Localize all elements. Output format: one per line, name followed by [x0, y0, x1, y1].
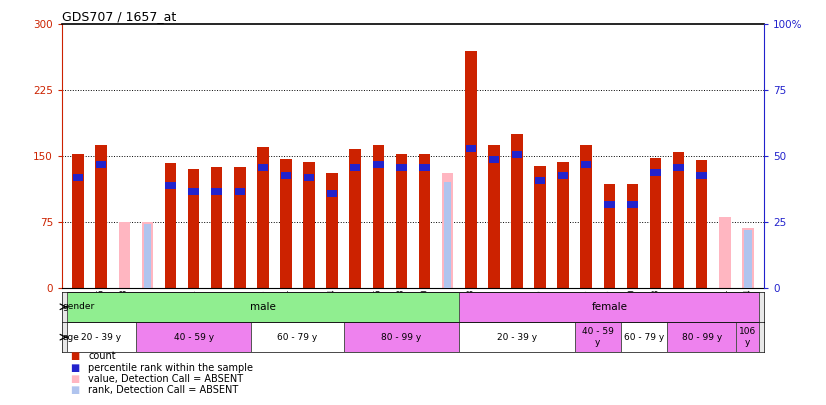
Text: 106
y: 106 y	[739, 328, 757, 347]
Bar	[235, 188, 245, 194]
Bar	[511, 134, 523, 288]
Bar	[673, 151, 685, 288]
Text: percentile rank within the sample: percentile rank within the sample	[88, 363, 254, 373]
Bar	[604, 200, 615, 208]
Bar	[344, 322, 459, 352]
Bar	[534, 166, 546, 288]
Bar	[280, 158, 292, 288]
Text: 80 - 99 y: 80 - 99 y	[681, 333, 722, 342]
Bar	[442, 173, 453, 288]
Bar	[327, 190, 337, 197]
Bar	[673, 164, 684, 171]
Bar	[211, 167, 222, 288]
Text: rank, Detection Call = ABSENT: rank, Detection Call = ABSENT	[88, 386, 239, 395]
Bar	[396, 164, 406, 171]
Text: 80 - 99 y: 80 - 99 y	[382, 333, 421, 342]
Text: ■: ■	[70, 363, 79, 373]
Bar	[459, 292, 759, 322]
Bar	[444, 182, 451, 288]
Text: gender: gender	[62, 302, 94, 311]
Bar	[696, 160, 707, 288]
Bar	[303, 162, 315, 288]
Text: 40 - 59 y: 40 - 59 y	[173, 333, 214, 342]
Text: female: female	[591, 302, 627, 312]
Bar	[373, 145, 384, 288]
Bar	[512, 151, 522, 158]
Bar	[604, 184, 615, 288]
Bar	[459, 322, 575, 352]
Bar	[96, 145, 107, 288]
Bar	[627, 184, 638, 288]
Bar	[234, 167, 245, 288]
Bar	[558, 162, 569, 288]
Bar	[141, 222, 153, 288]
Bar	[119, 222, 130, 288]
Bar	[326, 173, 338, 288]
Bar	[67, 292, 459, 322]
Bar	[251, 322, 344, 352]
Text: ■: ■	[70, 374, 79, 384]
Text: 60 - 79 y: 60 - 79 y	[278, 333, 318, 342]
Bar	[742, 228, 753, 288]
Bar	[621, 322, 667, 352]
Bar	[164, 163, 176, 288]
Text: male: male	[250, 302, 276, 312]
Text: age: age	[62, 333, 79, 342]
Text: ■: ■	[70, 352, 79, 361]
Text: 20 - 39 y: 20 - 39 y	[497, 333, 537, 342]
Bar	[396, 154, 407, 288]
Text: value, Detection Call = ABSENT: value, Detection Call = ABSENT	[88, 374, 244, 384]
Bar	[736, 322, 759, 352]
Bar	[350, 164, 360, 171]
Bar	[144, 224, 151, 288]
Bar	[420, 164, 430, 171]
Bar	[281, 172, 292, 179]
Bar	[581, 145, 592, 288]
Bar	[465, 51, 477, 288]
Bar	[373, 161, 383, 168]
Bar	[188, 169, 199, 288]
Bar	[188, 188, 199, 194]
Bar	[558, 172, 568, 179]
Bar	[667, 322, 736, 352]
Bar	[211, 188, 222, 194]
Bar	[165, 182, 176, 189]
Bar	[349, 149, 361, 288]
Bar	[135, 322, 251, 352]
Bar	[96, 161, 107, 168]
Bar	[67, 322, 135, 352]
Bar	[627, 200, 638, 208]
Bar	[304, 174, 314, 181]
Bar	[73, 154, 84, 288]
Text: 60 - 79 y: 60 - 79 y	[624, 333, 664, 342]
Bar	[466, 145, 476, 152]
Text: count: count	[88, 352, 116, 361]
Bar	[650, 158, 662, 288]
Bar	[744, 230, 752, 288]
Bar	[73, 174, 83, 181]
Bar	[257, 147, 268, 288]
Text: GDS707 / 1657_at: GDS707 / 1657_at	[62, 10, 176, 23]
Text: 20 - 39 y: 20 - 39 y	[81, 333, 121, 342]
Bar	[696, 172, 707, 179]
Bar	[489, 156, 499, 163]
Bar	[575, 322, 621, 352]
Bar	[258, 164, 268, 171]
Text: ■: ■	[70, 386, 79, 395]
Bar	[581, 161, 591, 168]
Bar	[534, 177, 545, 184]
Bar	[488, 145, 500, 288]
Bar	[719, 217, 730, 288]
Text: 40 - 59
y: 40 - 59 y	[582, 328, 614, 347]
Bar	[419, 154, 430, 288]
Bar	[650, 169, 661, 176]
